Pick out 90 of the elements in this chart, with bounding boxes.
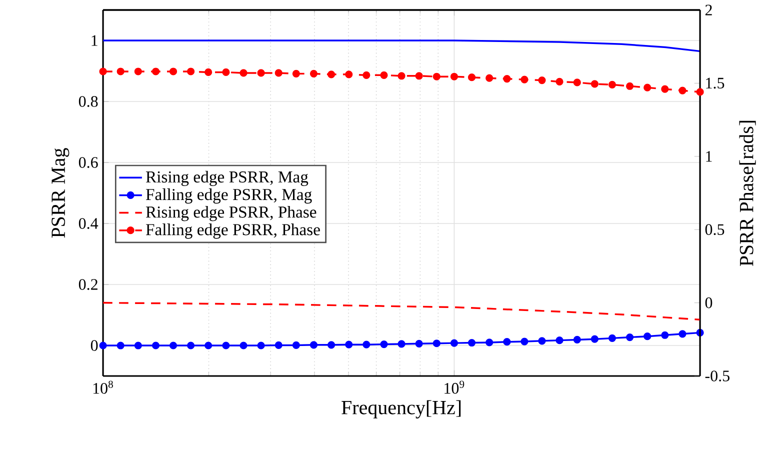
x-tick-label: 10$^{9}$ xyxy=(444,380,464,394)
y-tick-label: 1 xyxy=(92,35,98,46)
point xyxy=(468,338,476,347)
x-tick-label: 10$^{8}$ xyxy=(93,380,113,394)
point xyxy=(590,335,598,343)
point xyxy=(468,74,476,82)
y-tick-label: 0.4 xyxy=(78,218,98,229)
point xyxy=(380,71,388,79)
point xyxy=(573,78,581,86)
point xyxy=(486,74,494,82)
y2-tick-label: 2 xyxy=(705,4,712,16)
point xyxy=(99,68,107,76)
point xyxy=(590,80,598,88)
point xyxy=(152,342,160,350)
point xyxy=(608,334,616,342)
point xyxy=(345,70,353,78)
y2-axis-title: PSRR Phase[rads] xyxy=(739,120,756,266)
point xyxy=(450,339,458,347)
point xyxy=(644,332,652,340)
point xyxy=(274,341,282,349)
point xyxy=(415,340,423,348)
point xyxy=(398,72,406,80)
y-tick-label: 0.6 xyxy=(78,157,98,168)
point xyxy=(134,342,142,350)
point xyxy=(556,336,564,344)
y-tick-label: 0.2 xyxy=(78,279,98,290)
point xyxy=(257,342,265,350)
point xyxy=(204,342,212,350)
point xyxy=(626,333,634,342)
point xyxy=(240,342,248,350)
point xyxy=(678,86,686,94)
point xyxy=(186,342,195,350)
point xyxy=(661,331,669,339)
y2-tick-label: 1.5 xyxy=(706,78,724,89)
point xyxy=(608,80,616,88)
legend-label: Falling edge PSRR, Phase xyxy=(146,224,320,239)
point xyxy=(432,340,440,348)
point xyxy=(362,71,370,79)
y-axis-title: PSRR Mag xyxy=(52,148,70,238)
point xyxy=(538,76,546,84)
point xyxy=(626,82,634,90)
legend-label: Falling edge PSRR, Mag xyxy=(146,188,312,204)
point xyxy=(152,68,160,76)
legend-label: Rising edge PSRR, Mag xyxy=(146,170,308,186)
y2-tick-label: -0.5 xyxy=(705,370,730,382)
point xyxy=(134,68,142,76)
point xyxy=(432,72,440,80)
point xyxy=(169,342,178,350)
point xyxy=(274,69,282,77)
point xyxy=(292,70,300,78)
point xyxy=(222,68,230,76)
point xyxy=(362,340,370,348)
point xyxy=(696,88,704,96)
point xyxy=(678,330,686,338)
point xyxy=(116,342,124,350)
point xyxy=(556,78,564,86)
point xyxy=(169,68,178,76)
point xyxy=(503,338,511,346)
point xyxy=(538,337,546,345)
point xyxy=(328,70,336,78)
point xyxy=(99,342,107,350)
y-tick-label: 0 xyxy=(90,340,98,351)
point xyxy=(292,341,300,349)
legend-label: Rising edge PSRR, Phase xyxy=(146,206,316,222)
y-tick-label: 0.8 xyxy=(78,96,98,107)
point xyxy=(240,69,248,77)
point xyxy=(204,68,212,76)
point xyxy=(222,342,230,350)
point xyxy=(380,340,388,348)
point xyxy=(345,340,353,348)
point xyxy=(503,75,511,83)
point xyxy=(450,72,458,80)
point xyxy=(644,84,652,92)
point xyxy=(398,340,406,348)
point xyxy=(415,72,423,80)
point xyxy=(310,341,318,349)
y2-tick-label: 1 xyxy=(706,151,712,162)
point xyxy=(520,338,528,346)
point xyxy=(186,68,195,76)
point xyxy=(520,76,528,84)
point xyxy=(328,341,336,349)
y2-tick-label: 0.5 xyxy=(705,224,724,236)
point xyxy=(310,70,318,78)
point xyxy=(661,85,669,93)
x-axis-title: Frequency[Hz] xyxy=(342,400,461,418)
point xyxy=(486,338,494,346)
y2-tick-label: 0 xyxy=(705,297,712,308)
point xyxy=(573,336,581,344)
point xyxy=(257,69,265,77)
point xyxy=(116,68,124,76)
